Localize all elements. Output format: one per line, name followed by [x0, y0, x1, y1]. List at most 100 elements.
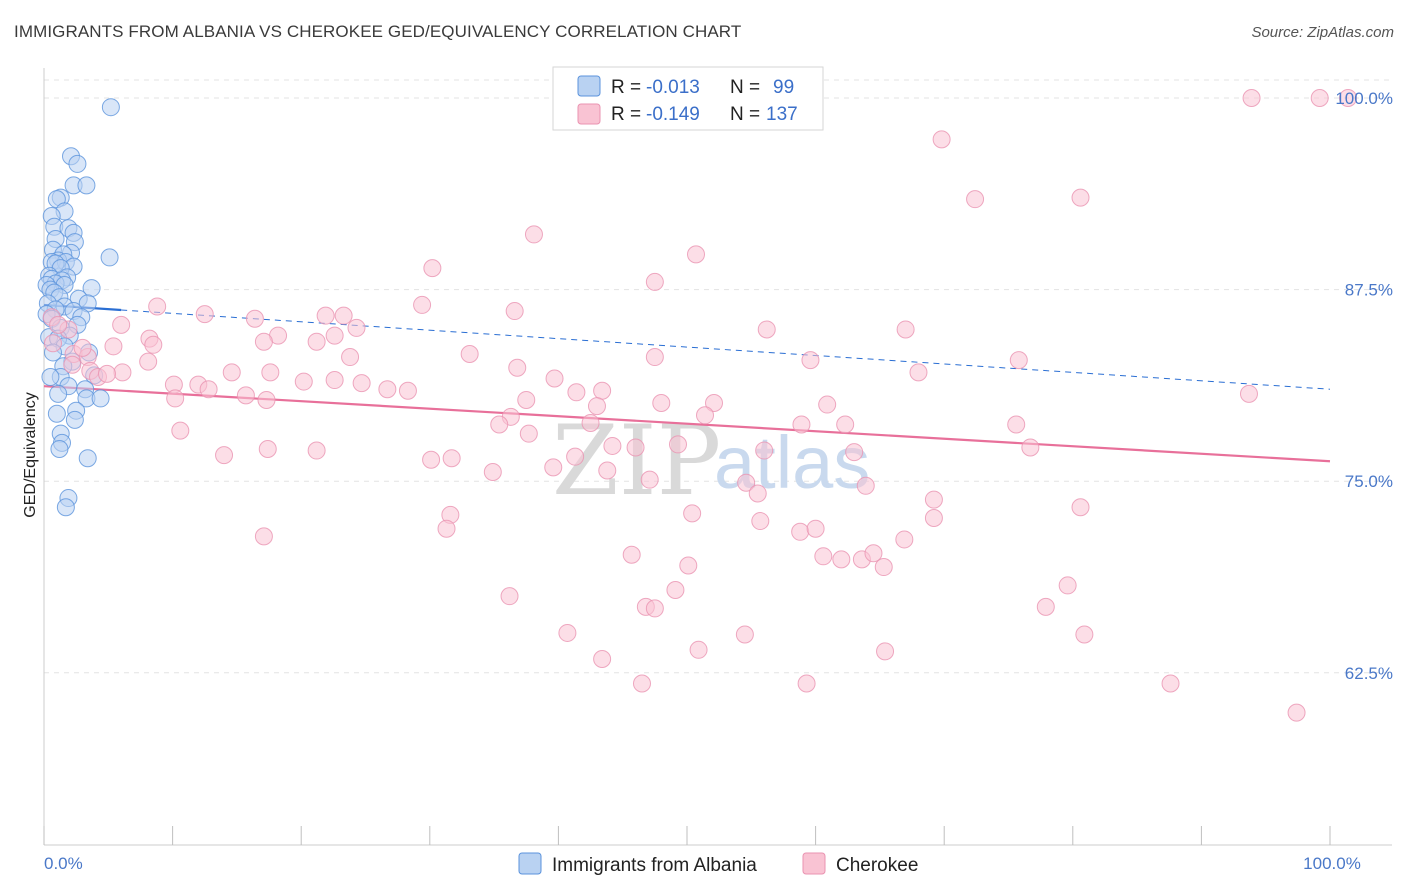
cherokee-point-17	[334, 306, 353, 325]
cherokee-point-11	[148, 297, 167, 316]
cherokee-point-14	[195, 305, 214, 324]
albania-point-59	[49, 384, 68, 403]
gridlines	[44, 79, 1392, 674]
cherokee-point-47	[545, 369, 564, 388]
cherokee-point-117	[1075, 625, 1094, 644]
cherokee-point-53	[398, 381, 417, 400]
watermark-atlas: atlas	[714, 421, 870, 504]
legend-r-value-2: -0.149	[646, 104, 700, 125]
cherokee-point-19	[347, 318, 366, 337]
cherokee-point-5	[966, 190, 985, 209]
cherokee-point-37	[63, 355, 82, 374]
cherokee-point-65	[490, 415, 509, 434]
cherokee-point-52	[257, 390, 276, 409]
cherokee-point-106	[622, 545, 641, 564]
cherokee-point-64	[581, 413, 600, 432]
cherokee-point-130	[139, 352, 158, 371]
legend-swatch-albania	[577, 75, 601, 97]
cherokee-point-18	[112, 315, 131, 334]
cherokee-point-28	[104, 337, 123, 356]
chart-title: IMMIGRANTS FROM ALBANIA VS CHEROKEE GED/…	[14, 22, 742, 41]
legend-n-label-1: N =	[730, 77, 760, 98]
cherokee-point-59	[652, 394, 671, 413]
cherokee-point-90	[924, 490, 943, 509]
bottom-legend-swatch-cherokee	[802, 852, 826, 875]
cherokee-point-4	[932, 130, 951, 149]
cherokee-point-21	[896, 320, 915, 339]
cherokee-point-92	[1071, 498, 1090, 517]
cherokee-point-9	[423, 259, 442, 278]
cherokee-point-98	[791, 522, 810, 541]
y-tick-label-2: 75.0%	[1345, 472, 1393, 491]
cherokee-point-79	[845, 443, 864, 462]
cherokee-point-51	[236, 386, 255, 405]
cherokee-point-91	[748, 484, 767, 503]
cherokee-point-115	[689, 640, 708, 659]
legend-n-value-1: 99	[773, 77, 794, 98]
cherokee-point-6	[1071, 188, 1090, 207]
bottom-legend: Immigrants from Albania Cherokee	[518, 852, 918, 876]
albania-point-70	[56, 498, 75, 517]
cherokee-point-114	[735, 625, 754, 644]
cherokee-point-68	[1007, 415, 1026, 434]
source-credit: Source: ZipAtlas.com	[1251, 24, 1394, 41]
cherokee-point-101	[924, 508, 943, 527]
cherokee-point-73	[215, 446, 234, 465]
cherokee-point-57	[517, 390, 536, 409]
legend-r-label-1: R =	[611, 77, 641, 98]
cherokee-point-75	[603, 436, 622, 455]
legend: R = -0.013 N = 99 R = -0.149 N = 137	[552, 66, 824, 131]
cherokee-point-85	[483, 463, 502, 482]
cherokee-point-129	[49, 315, 68, 334]
albania-point-64	[65, 410, 84, 429]
cherokee-point-33	[341, 348, 360, 367]
x-tick-label-1: 100.0%	[1303, 854, 1361, 873]
cherokee-point-8	[687, 245, 706, 264]
cherokee-point-26	[307, 332, 326, 351]
y-tick-label-0: 100.0%	[1335, 89, 1393, 108]
cherokee-point-95	[437, 519, 456, 538]
cherokee-point-15	[245, 309, 264, 328]
cherokee-point-110	[500, 587, 519, 606]
cherokee-point-27	[144, 335, 163, 354]
cherokee-point-93	[254, 527, 273, 546]
cherokee-point-49	[593, 381, 612, 400]
cherokee-point-99	[806, 519, 825, 538]
cherokee-point-97	[751, 512, 770, 531]
cherokee-point-104	[814, 547, 833, 566]
albania-point-0	[101, 98, 120, 117]
albania-point-68	[78, 449, 97, 468]
legend-r-value-1: -0.013	[646, 77, 700, 98]
albania-point-63	[47, 404, 66, 423]
cherokee-point-83	[566, 447, 585, 466]
cherokee-point-89	[856, 476, 875, 495]
bottom-legend-label-cherokee: Cherokee	[836, 855, 918, 876]
cherokee-point-120	[593, 650, 612, 669]
cherokee-point-1	[1310, 89, 1329, 107]
cherokee-point-77	[668, 435, 687, 454]
cherokee-point-119	[876, 642, 895, 661]
albania-point-61	[91, 389, 110, 408]
cherokee-point-13	[505, 302, 524, 321]
cherokee-point-70	[171, 421, 190, 440]
cherokee-point-0	[1242, 89, 1261, 107]
bottom-legend-label-albania: Immigrants from Albania	[552, 855, 757, 876]
cherokee-point-2	[1339, 89, 1358, 107]
cherokee-point-127	[44, 334, 63, 353]
cherokee-point-58	[705, 394, 724, 413]
cherokee-point-128	[73, 338, 92, 357]
y-tick-label-3: 62.5%	[1345, 664, 1393, 683]
cherokee-point-63	[696, 406, 715, 425]
cherokee-point-43	[325, 371, 344, 390]
watermark: ZIP atlas	[552, 405, 870, 517]
legend-n-label-2: N =	[730, 104, 760, 125]
albania-point-4	[77, 176, 96, 195]
cherokee-point-44	[352, 374, 371, 393]
cherokee-point-74	[307, 441, 326, 460]
cherokee-point-56	[166, 389, 185, 408]
cherokee-point-23	[325, 326, 344, 345]
cherokee-point-34	[645, 348, 664, 367]
cherokee-point-69	[1239, 384, 1258, 403]
legend-swatch-cherokee	[577, 103, 601, 125]
y-tick-label-1: 87.5%	[1345, 281, 1393, 300]
